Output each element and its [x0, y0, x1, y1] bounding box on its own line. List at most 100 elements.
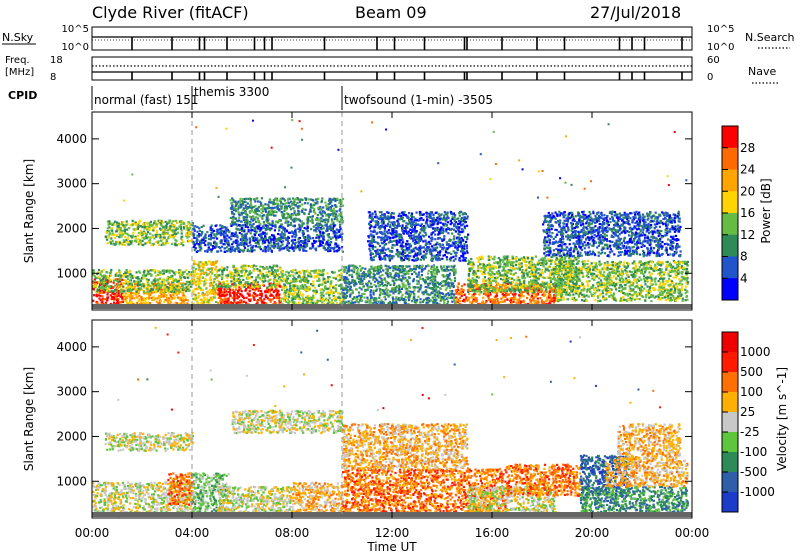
scatter-cell	[118, 302, 121, 305]
scatter-cell	[162, 295, 165, 298]
scatter-cell	[147, 270, 150, 273]
scatter-cell	[270, 249, 273, 252]
scatter-cell	[130, 239, 133, 243]
scatter-cell	[167, 278, 170, 281]
scatter-cell	[225, 286, 228, 289]
scatter-cell	[257, 289, 260, 292]
scatter-cell	[233, 268, 236, 271]
scatter-cell	[420, 270, 423, 273]
scatter-cell	[329, 246, 332, 249]
scatter-cell	[326, 242, 329, 245]
scatter-cell	[361, 267, 364, 270]
scatter-cell	[265, 232, 268, 235]
scatter-cell	[276, 199, 279, 202]
scatter-cell	[197, 281, 200, 284]
scatter-cell	[236, 208, 239, 211]
scatter-cell	[299, 243, 302, 247]
scatter-cell	[379, 291, 382, 294]
scatter-cell	[339, 223, 342, 226]
scatter-cell	[361, 292, 364, 296]
scatter-cell	[409, 269, 412, 273]
scatter-cell	[243, 236, 246, 240]
scatter-cell	[277, 297, 280, 300]
scatter-cell	[258, 269, 262, 272]
scatter-cell	[250, 216, 253, 219]
scatter-cell	[223, 235, 226, 238]
scatter-cell	[400, 296, 403, 299]
scatter-cell	[129, 297, 132, 300]
scatter-cell	[427, 264, 430, 268]
scatter-cell	[292, 295, 295, 298]
scatter-cell	[325, 240, 329, 243]
scatter-cell	[229, 223, 232, 226]
scatter-cell	[398, 299, 401, 302]
scatter-cell	[267, 248, 270, 251]
scatter-cell	[132, 228, 135, 231]
scatter-cell	[120, 232, 123, 235]
scatter-cell	[275, 290, 278, 293]
scatter-cell	[248, 290, 251, 293]
scatter-cell	[145, 274, 148, 277]
scatter-cell	[138, 270, 141, 273]
scatter-cell	[320, 293, 324, 296]
scatter-cell	[407, 272, 410, 275]
scatter-cell	[171, 284, 174, 287]
scatter-cell	[319, 206, 322, 209]
scatter-cell	[308, 288, 311, 291]
scatter-cell	[248, 205, 251, 209]
scatter-cell	[274, 198, 278, 201]
scatter-cell	[430, 273, 433, 276]
scatter-cell	[195, 237, 198, 240]
scatter-cell	[241, 227, 244, 230]
scatter-cell	[301, 209, 304, 212]
scatter-cell	[286, 216, 289, 219]
scatter-cell	[307, 298, 310, 301]
scatter-cell	[253, 218, 256, 221]
scatter-cell	[233, 299, 236, 302]
scatter-cell	[106, 296, 109, 299]
scatter-cell	[277, 294, 280, 297]
scatter-cell	[100, 270, 103, 273]
scatter-cell	[354, 301, 357, 304]
scatter-cell	[260, 299, 263, 302]
scatter-cell	[116, 294, 119, 297]
scatter-cell	[151, 223, 154, 226]
scatter-cell	[313, 207, 316, 211]
scatter-cell	[159, 223, 162, 226]
scatter-cell	[145, 278, 148, 281]
scatter-cell	[330, 200, 333, 203]
scatter-cell	[302, 241, 305, 244]
scatter-cell	[244, 285, 247, 288]
scatter-cell	[343, 265, 346, 268]
scatter-cell	[296, 212, 299, 215]
scatter-cell	[187, 234, 190, 237]
scatter-cell	[184, 298, 188, 301]
scatter-cell	[112, 290, 115, 293]
scatter-cell	[282, 293, 286, 296]
scatter-cell	[380, 267, 383, 270]
scatter-cell	[311, 302, 315, 305]
scatter-cell	[214, 268, 217, 271]
scatter-cell	[264, 233, 267, 236]
scatter-cell	[229, 199, 232, 202]
scatter-cell	[324, 221, 327, 224]
scatter-cell	[356, 270, 359, 273]
scatter-cell	[209, 242, 212, 245]
scatter-cell	[199, 239, 202, 242]
scatter-cell	[150, 296, 154, 299]
scatter-cell	[118, 243, 121, 246]
scatter-cell	[118, 290, 121, 293]
scatter-cell	[373, 276, 376, 280]
scatter-cell	[174, 234, 177, 238]
scatter-cell	[318, 236, 321, 239]
scatter-cell	[225, 237, 228, 241]
scatter-cell	[156, 287, 159, 291]
scatter-cell	[335, 205, 338, 208]
scatter-cell	[221, 276, 224, 279]
scatter-cell	[121, 278, 124, 281]
scatter-cell	[355, 299, 358, 302]
scatter-cell	[357, 301, 360, 304]
scatter-cell	[92, 274, 95, 277]
scatter-cell	[131, 288, 135, 291]
scatter-cell	[114, 284, 117, 287]
